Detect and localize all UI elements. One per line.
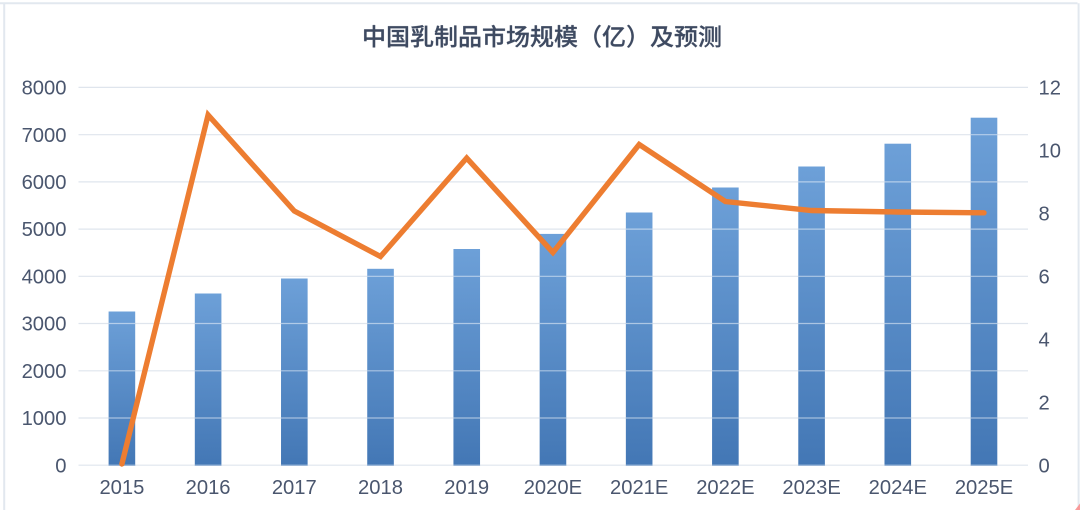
svg-text:12: 12 (1039, 78, 1061, 100)
svg-text:6: 6 (1039, 266, 1050, 288)
svg-text:2: 2 (1039, 392, 1050, 414)
svg-text:2025E: 2025E (955, 477, 1013, 499)
svg-text:3000: 3000 (22, 314, 67, 336)
svg-text:1000: 1000 (22, 408, 67, 430)
svg-text:7000: 7000 (22, 125, 67, 147)
svg-text:8000: 8000 (22, 78, 67, 100)
svg-text:6000: 6000 (22, 172, 67, 194)
svg-text:2021E: 2021E (610, 477, 668, 499)
svg-text:2000: 2000 (22, 361, 67, 383)
svg-text:2017: 2017 (272, 477, 317, 499)
svg-text:5000: 5000 (22, 219, 67, 241)
svg-text:0: 0 (55, 455, 66, 477)
svg-text:10: 10 (1039, 141, 1061, 163)
svg-text:0: 0 (1039, 455, 1050, 477)
svg-text:4: 4 (1039, 329, 1050, 351)
svg-text:4000: 4000 (22, 266, 67, 288)
svg-text:2020E: 2020E (524, 477, 582, 499)
svg-text:2023E: 2023E (782, 477, 840, 499)
svg-text:2024E: 2024E (869, 477, 927, 499)
svg-text:2016: 2016 (186, 477, 231, 499)
svg-text:2015: 2015 (99, 477, 144, 499)
svg-text:8: 8 (1039, 203, 1050, 225)
svg-text:2022E: 2022E (696, 477, 754, 499)
svg-text:2019: 2019 (444, 477, 489, 499)
svg-text:2018: 2018 (358, 477, 403, 499)
